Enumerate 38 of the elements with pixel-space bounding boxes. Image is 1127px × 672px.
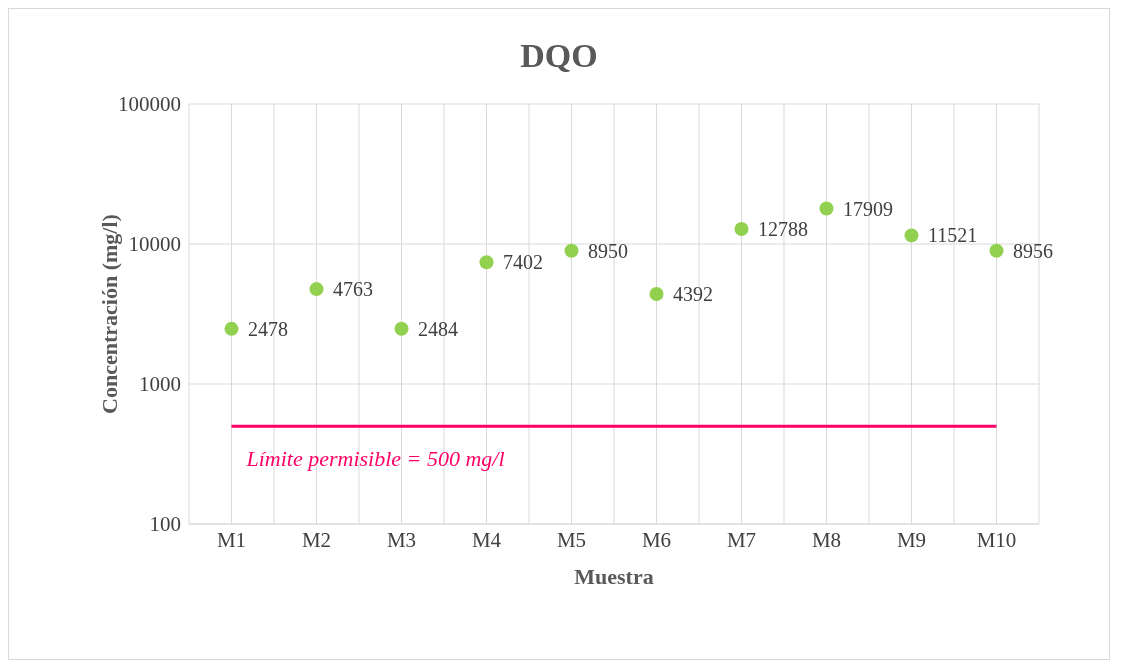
- data-label: 17909: [843, 197, 894, 220]
- point: [479, 255, 494, 270]
- point: [394, 321, 409, 336]
- x-tick-label: M1: [216, 527, 247, 552]
- y-axis-title: Concentración (mg/l): [96, 214, 122, 414]
- y-tick-label: 100000: [118, 92, 181, 117]
- data-label: 8950: [588, 239, 629, 262]
- chart-title: DQO: [519, 37, 599, 75]
- x-tick-label: M2: [301, 527, 332, 552]
- data-label: 4392: [673, 283, 714, 306]
- x-tick-label: M8: [811, 527, 842, 552]
- point: [734, 222, 749, 237]
- data-label: 2484: [418, 317, 459, 340]
- x-tick-label: M7: [726, 527, 757, 552]
- data-label: 7402: [503, 251, 544, 274]
- x-tick-label: M5: [556, 527, 587, 552]
- x-tick-label: M3: [386, 527, 417, 552]
- data-label: 2478: [248, 317, 289, 340]
- y-tick-label: 100: [149, 512, 181, 537]
- x-tick-label: M10: [976, 527, 1017, 552]
- x-tick-label: M4: [471, 527, 502, 552]
- data-label: 11521: [928, 224, 978, 247]
- point: [989, 243, 1004, 258]
- y-tick-label: 1000: [139, 372, 181, 397]
- point: [564, 243, 579, 258]
- point: [309, 282, 324, 297]
- point: [224, 321, 239, 336]
- data-label: 12788: [758, 218, 809, 241]
- data-label: 8956: [1013, 239, 1054, 262]
- x-tick-label: M9: [896, 527, 927, 552]
- point: [649, 287, 664, 302]
- data-label: 4763: [333, 278, 374, 301]
- point: [819, 201, 834, 216]
- x-axis-title: Muestra: [574, 564, 654, 589]
- x-tick-label: M6: [641, 527, 672, 552]
- ref-line-label: Límite permisible = 500 mg/l: [245, 446, 505, 472]
- y-tick-label: 10000: [128, 232, 181, 257]
- point: [904, 228, 919, 243]
